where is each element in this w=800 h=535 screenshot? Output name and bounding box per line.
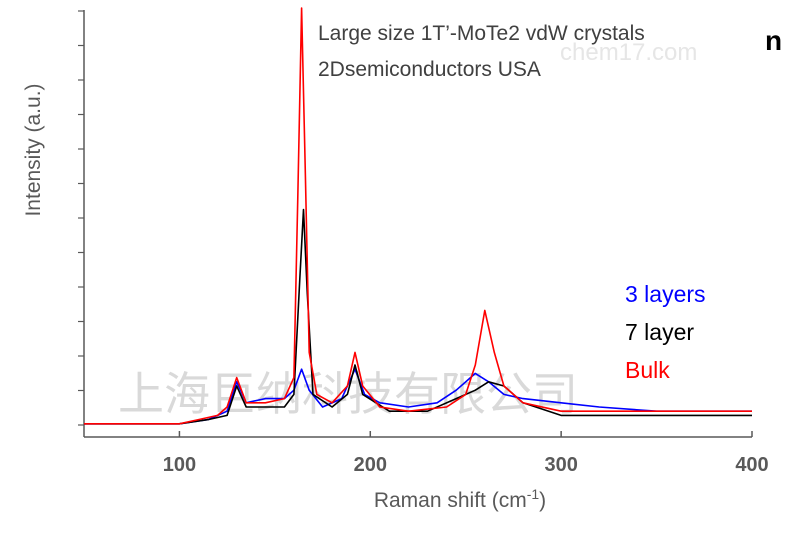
x-axis-title-main: Raman shift (cm (374, 489, 527, 512)
x-tick-label-200: 200 (354, 454, 387, 476)
axes: 100 200 300 400 (78, 10, 769, 476)
y-axis-title: Intensity (a.u.) (22, 83, 45, 216)
edge-glyph: n (765, 25, 782, 56)
annotation-title: Large size 1T’-MoTe2 vdW crystals (318, 22, 645, 45)
annotation-source: 2Dsemiconductors USA (318, 58, 541, 81)
watermark-url: chem17.com (560, 39, 697, 66)
legend-7-layer: 7 layer (625, 319, 694, 345)
x-axis-title-close: ) (539, 489, 546, 512)
x-axis-title-sup: -1 (527, 486, 540, 502)
x-tick-label-300: 300 (544, 454, 577, 476)
series-line-bulk (84, 7, 752, 425)
legend-bulk: Bulk (625, 357, 670, 383)
x-tick-label-400: 400 (735, 454, 768, 476)
y-minor-ticks (78, 10, 84, 426)
x-ticks: 100 200 300 400 (163, 431, 769, 476)
x-axis-title: Raman shift (cm-1) (374, 486, 546, 512)
series-group (84, 7, 752, 425)
x-tick-label-100: 100 (163, 454, 196, 476)
legend-3-layers: 3 layers (625, 281, 706, 307)
